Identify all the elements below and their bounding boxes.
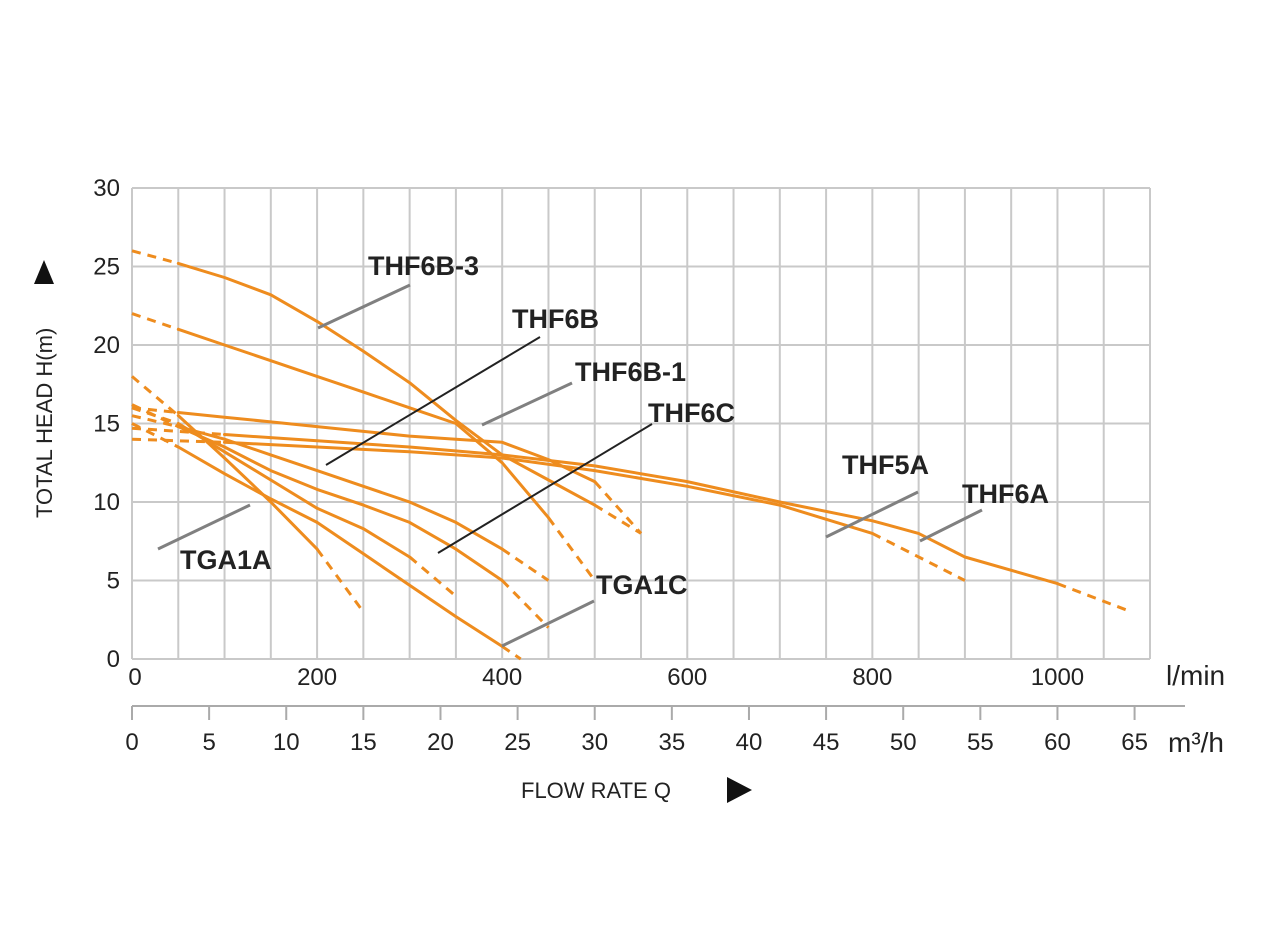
curve-tga1a bbox=[176, 445, 504, 648]
x2-tick-label: 35 bbox=[658, 729, 685, 756]
curve-thf6c-start bbox=[131, 414, 179, 429]
x-tick-label: 400 bbox=[482, 664, 522, 691]
x2-tick-label: 50 bbox=[890, 729, 917, 756]
x-axis-arrow-icon bbox=[727, 777, 752, 803]
curve-thf6b-start bbox=[131, 312, 179, 331]
leader-thf6a bbox=[919, 508, 983, 543]
x-unit-label: l/min bbox=[1166, 660, 1225, 691]
y-tick-label: 5 bbox=[107, 568, 120, 595]
x2-tick-label: 45 bbox=[813, 729, 840, 756]
curve-thf6a-end bbox=[1056, 582, 1133, 614]
curve-thf6a bbox=[223, 433, 1059, 586]
curve-curve-8-end bbox=[315, 548, 365, 613]
leader-thf5a bbox=[825, 490, 919, 539]
x-tick-label: 1000 bbox=[1031, 664, 1084, 691]
leader-thf6c bbox=[437, 423, 653, 554]
curve-tga1a-start bbox=[131, 422, 179, 449]
y-tick-label: 15 bbox=[93, 411, 120, 438]
x2-tick-label: 10 bbox=[273, 729, 300, 756]
curve-thf6c-end bbox=[501, 547, 550, 582]
leader-thf6b-1 bbox=[481, 381, 573, 427]
y-tick-label: 25 bbox=[93, 254, 120, 281]
curve-thf6b-3 bbox=[176, 261, 597, 507]
curve-thf5a-end bbox=[871, 532, 966, 582]
grid bbox=[131, 187, 1151, 660]
series-label-tga1a: TGA1A bbox=[180, 545, 272, 575]
y-axis-title: TOTAL HEAD H(m) bbox=[32, 328, 57, 518]
curve-tga1c-end bbox=[501, 579, 550, 629]
curve-curve-9 bbox=[176, 422, 412, 559]
x2-tick-label: 55 bbox=[967, 729, 994, 756]
leader-tga1a bbox=[157, 503, 251, 551]
x-tick-label: 800 bbox=[852, 664, 892, 691]
x-tick-labels: 0 200 400 600 800 1000 bbox=[128, 664, 1084, 691]
series-label-thf6b-1: THF6B-1 bbox=[575, 357, 686, 387]
x-tick-label: 0 bbox=[128, 664, 141, 691]
curve-thf6b bbox=[176, 327, 550, 520]
x-tick-label: 600 bbox=[667, 664, 707, 691]
x2-tick-label: 25 bbox=[504, 729, 531, 756]
x2-tick-label: 40 bbox=[736, 729, 763, 756]
y-tick-labels: 0 5 10 15 20 25 30 bbox=[93, 175, 120, 673]
x2-tick-label: 15 bbox=[350, 729, 377, 756]
series-labels: THF6B-3 THF6B THF6B-1 THF6C TGA1C TGA1A THF5A T… bbox=[180, 251, 1049, 600]
curve-tga1c-start bbox=[131, 403, 179, 428]
x-tick-label: 200 bbox=[297, 664, 337, 691]
x2-tick-label: 30 bbox=[581, 729, 608, 756]
curve-tga1a-end bbox=[501, 645, 522, 661]
series-label-thf6b: THF6B bbox=[512, 304, 599, 334]
leader-thf6b-3 bbox=[317, 283, 411, 330]
curve-thf6b-1-end bbox=[593, 480, 643, 535]
x2-tick-label: 60 bbox=[1044, 729, 1071, 756]
x2-tick-label: 65 bbox=[1121, 729, 1148, 756]
series-label-thf6c: THF6C bbox=[648, 398, 735, 428]
curve-thf6b-end bbox=[547, 516, 596, 582]
leader-tga1c bbox=[501, 599, 595, 648]
curve-curve-8-start bbox=[131, 375, 180, 417]
y-axis-arrow-icon bbox=[34, 260, 54, 284]
curve-thf6b-1 bbox=[176, 411, 597, 484]
y-tick-label: 10 bbox=[93, 489, 120, 516]
y-tick-label: 20 bbox=[93, 332, 120, 359]
x-axis-title: FLOW RATE Q bbox=[521, 778, 671, 803]
y-tick-label: 30 bbox=[93, 175, 120, 202]
curve-thf6b-3-start bbox=[131, 249, 179, 265]
x2-tick-label: 0 bbox=[125, 729, 138, 756]
leader-thf6b bbox=[325, 336, 541, 466]
performance-curves bbox=[131, 249, 1133, 661]
curve-curve-9-start bbox=[131, 406, 179, 425]
curve-curve-9-end bbox=[408, 555, 457, 598]
series-label-tga1c: TGA1C bbox=[596, 570, 688, 600]
curve-thf5a bbox=[223, 440, 874, 535]
curve-tga1c bbox=[176, 425, 504, 582]
secondary-x-axis: 0 5 10 15 20 25 30 35 40 45 50 55 60 65 bbox=[125, 705, 1185, 756]
series-label-thf6b-3: THF6B-3 bbox=[368, 251, 479, 281]
series-label-thf6a: THF6A bbox=[962, 479, 1049, 509]
curve-thf6c bbox=[176, 425, 504, 551]
label-leaders bbox=[157, 283, 983, 648]
x2-tick-label: 5 bbox=[202, 729, 215, 756]
x2-tick-label: 20 bbox=[427, 729, 454, 756]
y-tick-label: 0 bbox=[107, 646, 120, 673]
series-label-thf5a: THF5A bbox=[842, 450, 929, 480]
x2-unit-label: m³/h bbox=[1168, 727, 1224, 758]
